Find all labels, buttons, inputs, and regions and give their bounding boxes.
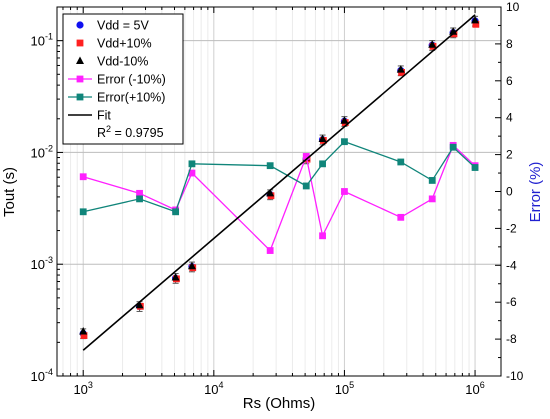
- y-tick-label: 10-2: [31, 143, 53, 160]
- data-point: [428, 40, 437, 48]
- error-point: [319, 160, 326, 168]
- legend-entry: Error (-10%): [97, 73, 166, 87]
- y-axis-left: 10-4 10-3 10-2 10-1: [31, 6, 63, 384]
- x-tick-label: 105: [335, 380, 354, 397]
- legend: Vdd = 5V Vdd+10% Vdd-10% Error (-10%) Error(…: [62, 13, 184, 145]
- error-point: [319, 232, 326, 240]
- legend-swatch: [76, 39, 84, 47]
- series-4: [79, 138, 479, 216]
- y2-tick-label: -2: [506, 221, 517, 235]
- fit-line: [82, 14, 476, 351]
- y2-tick-label: -4: [506, 258, 517, 272]
- legend-entry: Vdd+10%: [97, 37, 152, 51]
- data-point: [472, 20, 480, 28]
- legend-swatch: [76, 21, 84, 29]
- data-point: [396, 65, 405, 73]
- error-point: [79, 208, 87, 216]
- data-point: [79, 327, 88, 335]
- data-point: [171, 273, 180, 281]
- error-point: [266, 162, 274, 170]
- error-point: [172, 208, 180, 216]
- legend-swatch: [76, 56, 84, 64]
- series-layer: [79, 14, 480, 351]
- legend-swatch: [76, 75, 84, 83]
- error-point: [449, 143, 457, 151]
- y2-axis-label: Error (%): [527, 162, 544, 223]
- data-point: [266, 188, 275, 197]
- y2-tick-label: 0: [506, 185, 513, 199]
- data-point: [80, 332, 88, 339]
- error-point: [397, 158, 405, 166]
- x-tick-label: 103: [73, 380, 92, 397]
- y-axis-right: -10 -8 -6 -4 -2 0 2 4 6 8 10: [495, 0, 524, 383]
- legend-entry: Fit: [97, 109, 111, 123]
- legend-entry: Vdd-10%: [97, 55, 148, 69]
- y-tick-label: 10-1: [31, 32, 53, 49]
- error-point: [266, 247, 274, 254]
- error-point: [341, 188, 348, 195]
- data-point: [135, 300, 144, 309]
- data-point: [471, 15, 480, 24]
- r-squared-annotation: R2 = 0.9795: [97, 124, 164, 140]
- y-axis-label: Tout (s): [1, 167, 18, 217]
- error-point: [428, 177, 436, 184]
- y2-tick-label: 6: [506, 74, 513, 88]
- x-tick-label: 104: [204, 380, 223, 397]
- error-line: [83, 144, 476, 252]
- data-point: [318, 134, 327, 142]
- x-axis: 103 104 105 106: [62, 7, 485, 397]
- error-point: [397, 213, 405, 221]
- y-tick-label: 10-4: [31, 367, 53, 384]
- error-point: [79, 173, 87, 181]
- y2-tick-label: -8: [506, 332, 517, 346]
- y2-tick-label: -10: [506, 369, 524, 383]
- error-point: [302, 182, 310, 190]
- data-point: [340, 116, 349, 124]
- x-tick-label: 106: [465, 380, 484, 397]
- y2-tick-label: 4: [506, 111, 513, 125]
- y-tick-label: 10-3: [31, 255, 53, 272]
- error-point: [302, 153, 310, 160]
- y2-tick-label: 10: [506, 0, 520, 14]
- x-axis-label: Rs (Ohms): [243, 395, 316, 412]
- error-line: [83, 140, 476, 213]
- error-point: [188, 160, 196, 168]
- error-point: [188, 169, 196, 177]
- legend-entry: Vdd = 5V: [97, 19, 149, 33]
- error-point: [428, 195, 436, 203]
- error-point: [136, 189, 143, 197]
- legend-entry: Error(+10%): [97, 91, 165, 105]
- data-point: [187, 261, 196, 270]
- y2-tick-label: -6: [506, 295, 517, 309]
- series-fit: [82, 14, 476, 351]
- legend-swatch: [76, 93, 84, 101]
- error-point: [471, 164, 479, 171]
- y2-tick-label: 2: [506, 148, 513, 162]
- error-point: [341, 138, 348, 146]
- y2-tick-label: 8: [506, 37, 513, 51]
- error-point: [136, 195, 143, 203]
